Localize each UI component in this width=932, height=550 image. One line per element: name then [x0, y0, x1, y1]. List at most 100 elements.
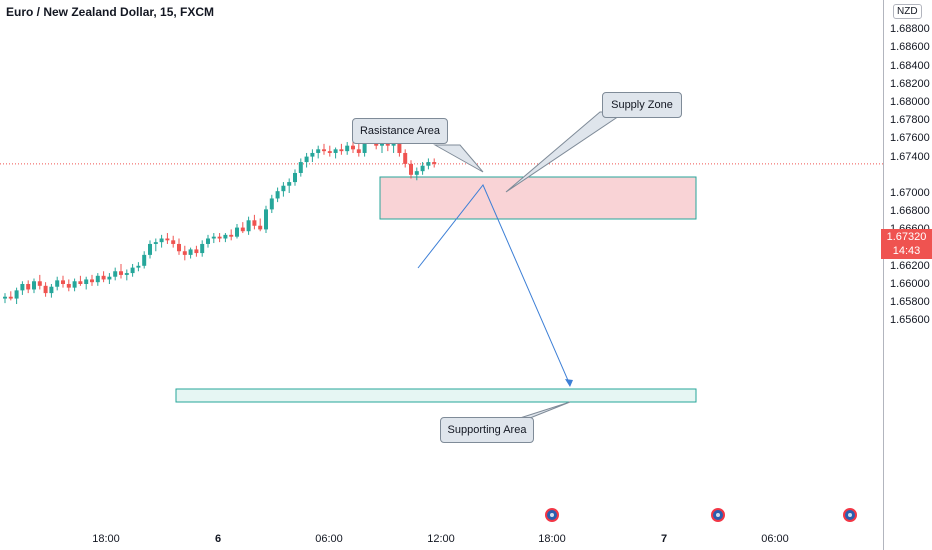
candle-body[interactable]	[275, 191, 280, 199]
candle-body[interactable]	[235, 227, 239, 237]
price-tick-label: 1.65800	[890, 296, 930, 309]
candle-body[interactable]	[95, 275, 100, 283]
time-tick-label: 18:00	[92, 533, 120, 545]
time-tick-label: 7	[660, 533, 668, 545]
price-tick-label: 1.68600	[890, 41, 930, 54]
time-tick-label: 6	[214, 533, 222, 545]
candle-body[interactable]	[409, 163, 413, 175]
event-flag-icon[interactable]	[711, 508, 725, 522]
candle-body[interactable]	[32, 281, 36, 290]
price-tick-label: 1.67600	[890, 132, 930, 145]
candle-body[interactable]	[3, 296, 7, 299]
candle-body[interactable]	[130, 267, 135, 274]
candle-body[interactable]	[345, 145, 350, 152]
candle-body[interactable]	[351, 145, 355, 150]
candle-body[interactable]	[310, 152, 315, 157]
candle-body[interactable]	[8, 296, 13, 299]
price-tick-label: 1.67000	[890, 187, 930, 199]
candle-body[interactable]	[84, 279, 89, 284]
candle-body[interactable]	[206, 238, 210, 244]
candle-body[interactable]	[287, 182, 292, 186]
candle-body[interactable]	[142, 254, 147, 266]
candle-body[interactable]	[49, 286, 54, 294]
candle-body[interactable]	[136, 265, 141, 268]
candle-body[interactable]	[26, 284, 31, 290]
candle-body[interactable]	[403, 152, 408, 164]
candle-body[interactable]	[229, 234, 234, 237]
candle-body[interactable]	[397, 142, 402, 153]
resistance-zone[interactable]	[379, 176, 697, 220]
candle-body[interactable]	[269, 198, 274, 210]
last-price-label: 1.67320 14:43	[881, 229, 932, 259]
candle-body[interactable]	[78, 281, 83, 284]
candle-body[interactable]	[113, 271, 118, 277]
support-zone[interactable]	[175, 388, 697, 403]
candle-body[interactable]	[182, 251, 187, 255]
candle-body[interactable]	[432, 162, 437, 164]
candle-body[interactable]	[293, 172, 297, 183]
candle-body[interactable]	[119, 271, 123, 275]
projection-path[interactable]	[417, 184, 571, 386]
candle-body[interactable]	[333, 149, 338, 153]
candle-body[interactable]	[322, 149, 326, 152]
price-tick-label: 1.66200	[890, 259, 930, 272]
candle-body[interactable]	[258, 225, 263, 230]
candle-body[interactable]	[101, 275, 106, 280]
candle-body[interactable]	[420, 165, 425, 172]
candle-body[interactable]	[90, 279, 94, 283]
candle-body[interactable]	[414, 171, 419, 175]
price-tick-label: 1.67400	[890, 150, 930, 163]
candle-body[interactable]	[153, 242, 158, 244]
candle-body[interactable]	[223, 234, 228, 239]
price-tick-label: 1.68400	[890, 59, 930, 72]
candle-body[interactable]	[159, 238, 164, 243]
price-tick-label: 1.66000	[890, 278, 930, 290]
price-tick-label: 1.66800	[890, 205, 930, 218]
candle-body[interactable]	[177, 243, 181, 252]
support-callout-pointer	[519, 401, 571, 419]
candle-body[interactable]	[165, 238, 170, 241]
candle-body[interactable]	[148, 243, 152, 255]
price-tick-label: 1.67800	[890, 114, 930, 127]
countdown-timer: 14:43	[892, 245, 921, 257]
candle-body[interactable]	[72, 281, 77, 288]
candle-body[interactable]	[339, 149, 344, 152]
candle-body[interactable]	[281, 185, 286, 192]
candle-body[interactable]	[188, 249, 193, 255]
candle-body[interactable]	[316, 149, 321, 153]
candle-body[interactable]	[14, 290, 19, 299]
candle-body[interactable]	[240, 227, 245, 232]
supply-callout[interactable]: Supply Zone	[602, 92, 682, 118]
candle-body[interactable]	[124, 273, 129, 275]
price-tick-label: 1.68800	[890, 23, 930, 36]
candle-body[interactable]	[211, 236, 216, 239]
candle-body[interactable]	[20, 284, 25, 291]
candle-body[interactable]	[426, 162, 431, 166]
candle-body[interactable]	[194, 249, 199, 254]
candle-body[interactable]	[107, 276, 112, 280]
candle-body[interactable]	[200, 243, 205, 254]
event-flag-icon[interactable]	[843, 508, 857, 522]
candle-body[interactable]	[246, 220, 251, 232]
candle-body[interactable]	[37, 281, 42, 286]
candle-body[interactable]	[61, 280, 65, 284]
candle-body[interactable]	[66, 284, 71, 288]
candle-body[interactable]	[43, 285, 48, 294]
candle-body[interactable]	[362, 140, 367, 153]
candle-body[interactable]	[264, 209, 268, 230]
resistance-callout[interactable]: Rasistance Area	[352, 118, 448, 144]
event-flag-icon[interactable]	[545, 508, 559, 522]
candle-body[interactable]	[55, 280, 60, 287]
candle-body[interactable]	[171, 240, 176, 244]
price-axis-separator	[883, 0, 884, 550]
candle-body[interactable]	[327, 151, 332, 153]
candle-body[interactable]	[252, 220, 257, 226]
candle-body[interactable]	[217, 236, 222, 239]
candle-body[interactable]	[356, 149, 361, 153]
currency-badge[interactable]: NZD	[893, 4, 922, 19]
candle-body[interactable]	[298, 162, 303, 173]
support-callout[interactable]: Supporting Area	[440, 417, 534, 443]
candle-body[interactable]	[304, 156, 309, 163]
price-tick-label: 1.65600	[890, 314, 930, 327]
